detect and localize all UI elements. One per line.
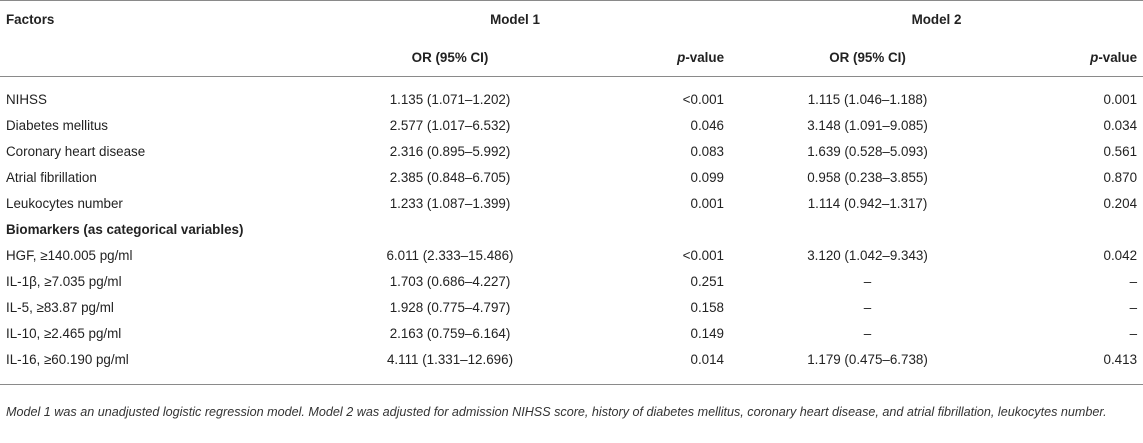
header-spacer [0, 38, 300, 77]
factor-cell: Diabetes mellitus [6, 117, 108, 133]
m1-p-cell: 0.158 [690, 299, 725, 315]
factor-cell: IL-1β, ≥7.035 pg/ml [6, 273, 122, 289]
m2-p-cell: – [1129, 299, 1138, 315]
m2-or-cell: – [863, 325, 872, 341]
m2-p-cell: – [1129, 325, 1138, 341]
p-italic: p [677, 49, 686, 65]
m2-or-cell: – [863, 299, 872, 315]
m2-p-cell: 0.034 [1103, 117, 1138, 133]
m2-or-cell: 1.114 (0.942–1.317) [807, 195, 928, 211]
m1-or-cell: 1.928 (0.775–4.797) [389, 299, 511, 315]
factor-cell: IL-5, ≥83.87 pg/ml [6, 299, 114, 315]
m2-p-cell: 0.870 [1103, 169, 1138, 185]
p-italic: p [1090, 49, 1099, 65]
table-row: Diabetes mellitus 2.577 (1.017–6.532) 0.… [0, 112, 1143, 138]
m1-p-cell: 0.001 [690, 195, 725, 211]
m2-or-cell: 1.639 (0.528–5.093) [807, 143, 928, 159]
m1-or-cell: 2.163 (0.759–6.164) [389, 325, 511, 341]
m1-or-cell: 1.703 (0.686–4.227) [389, 273, 511, 289]
table-row: Leukocytes number 1.233 (1.087–1.399) 0.… [0, 190, 1143, 216]
factor-cell: HGF, ≥140.005 pg/ml [6, 247, 133, 263]
factor-cell: NIHSS [6, 91, 47, 107]
factor-cell: Coronary heart disease [6, 143, 146, 159]
m1-or-header: OR (95% CI) [300, 38, 600, 77]
m1-or-cell: 6.011 (2.333–15.486) [386, 247, 514, 263]
p-rest: -value [685, 49, 725, 65]
model2-header: Model 2 [730, 0, 1143, 38]
header-row-stats: OR (95% CI) p-value OR (95% CI) p-value [0, 38, 1143, 77]
m1-p-cell: <0.001 [682, 247, 725, 263]
m1-p-cell: 0.251 [690, 273, 725, 289]
m1-p-header: p-value [600, 38, 731, 77]
m2-p-cell: 0.413 [1103, 352, 1138, 367]
m2-p-cell: – [1129, 273, 1138, 289]
m2-or-cell: 3.120 (1.042–9.343) [807, 247, 928, 263]
m2-or-cell: – [863, 273, 872, 289]
factor-cell: Atrial fibrillation [6, 169, 97, 185]
m2-or-cell: 0.958 (0.238–3.855) [807, 169, 928, 185]
m1-p-cell: 0.014 [690, 352, 725, 367]
table-row: IL-1β, ≥7.035 pg/ml 1.703 (0.686–4.227) … [0, 268, 1143, 294]
table-footnote: Model 1 was an unadjusted logistic regre… [6, 405, 1107, 419]
m2-p-cell: 0.001 [1103, 91, 1138, 107]
header-row-models: Factors Model 1 Model 2 [0, 0, 1143, 38]
m1-or-cell: 4.111 (1.331–12.696) [386, 352, 514, 367]
model1-header: Model 1 [300, 0, 731, 38]
m2-p-cell: 0.561 [1103, 143, 1138, 159]
m2-p-cell: 0.204 [1103, 195, 1138, 211]
m2-or-header: OR (95% CI) [730, 38, 1006, 77]
table-row: Coronary heart disease 2.316 (0.895–5.99… [0, 138, 1143, 164]
m2-or-cell: 1.179 (0.475–6.738) [807, 352, 928, 367]
m1-or-cell: 2.577 (1.017–6.532) [389, 117, 511, 133]
regression-table: Factors Model 1 Model 2 OR (95% CI) p-va… [0, 0, 1143, 385]
m1-or-cell: 2.316 (0.895–5.992) [389, 143, 511, 159]
m1-p-cell: 0.149 [690, 325, 725, 341]
table-row: NIHSS 1.135 (1.071–1.202) <0.001 1.115 (… [0, 86, 1143, 112]
spacer [0, 77, 1143, 87]
table-bottom-rule [0, 373, 1143, 385]
factor-cell: IL-10, ≥2.465 pg/ml [6, 325, 122, 341]
m1-p-cell: 0.046 [690, 117, 725, 133]
factors-header: Factors [0, 0, 300, 38]
m2-or-cell: 3.148 (1.091–9.085) [807, 117, 928, 133]
m2-or-cell: 1.115 (1.046–1.188) [807, 91, 928, 107]
table-row: IL-16, ≥60.190 pg/ml 4.111 (1.331–12.696… [0, 346, 1143, 373]
m2-p-cell: 0.042 [1103, 247, 1138, 263]
m1-p-cell: 0.099 [690, 169, 725, 185]
factor-cell: IL-16, ≥60.190 pg/ml [6, 352, 129, 367]
p-rest: -value [1098, 49, 1138, 65]
m1-or-cell: 1.233 (1.087–1.399) [389, 195, 511, 211]
m2-p-header: p-value [1005, 38, 1143, 77]
m1-p-cell: <0.001 [682, 91, 725, 107]
m1-or-cell: 2.385 (0.848–6.705) [389, 169, 511, 185]
m1-p-cell: 0.083 [690, 143, 725, 159]
table-row: IL-5, ≥83.87 pg/ml 1.928 (0.775–4.797) 0… [0, 294, 1143, 320]
m1-or-cell: 1.135 (1.071–1.202) [389, 91, 511, 107]
factor-cell: Leukocytes number [6, 195, 123, 211]
section-row: Biomarkers (as categorical variables) [0, 216, 1143, 242]
table-row: HGF, ≥140.005 pg/ml 6.011 (2.333–15.486)… [0, 242, 1143, 268]
table-row: IL-10, ≥2.465 pg/ml 2.163 (0.759–6.164) … [0, 320, 1143, 346]
table-row: Atrial fibrillation 2.385 (0.848–6.705) … [0, 164, 1143, 190]
section-label: Biomarkers (as categorical variables) [6, 221, 244, 237]
